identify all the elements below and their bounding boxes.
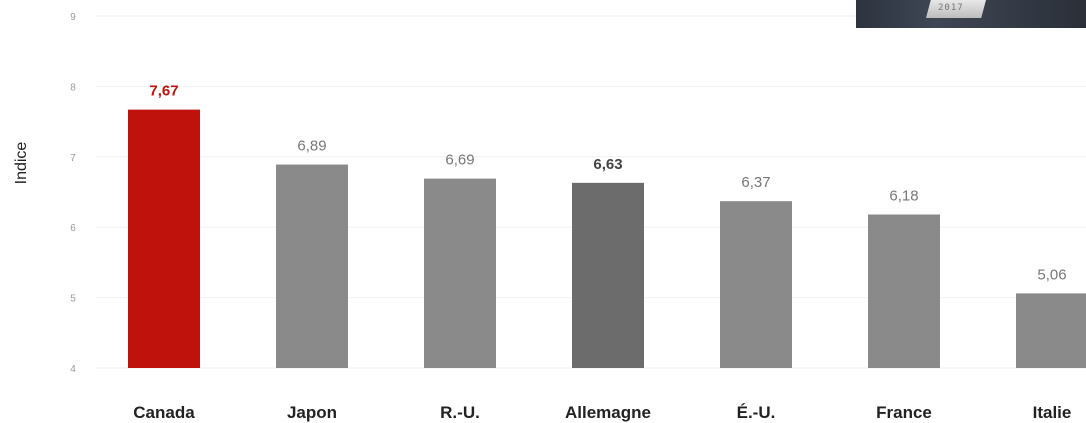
value-label: 6,63: [593, 156, 622, 173]
value-labels: 7,67 6,89 6,69 6,63 6,37 6,18 5,06: [149, 83, 1066, 284]
y-tick-label: 6: [70, 223, 76, 234]
y-tick-label: 4: [70, 364, 76, 375]
x-tick-label: Italie: [1033, 403, 1072, 422]
x-tick-label: É.-U.: [737, 403, 776, 422]
bar: [720, 201, 792, 368]
y-axis-ticks: 4 5 6 7 8 9: [70, 12, 76, 375]
value-label: 7,67: [149, 83, 178, 100]
y-tick-label: 8: [70, 82, 76, 93]
value-label: 6,18: [889, 188, 918, 205]
value-label: 6,69: [445, 152, 474, 169]
y-tick-label: 9: [70, 12, 76, 23]
x-tick-label: France: [876, 403, 932, 422]
x-tick-label: R.-U.: [440, 403, 480, 422]
bar: [128, 109, 200, 368]
value-label: 5,06: [1037, 266, 1066, 283]
bar: [276, 164, 348, 368]
value-label: 6,37: [741, 174, 770, 191]
value-label: 6,89: [297, 138, 326, 155]
y-tick-label: 5: [70, 294, 76, 305]
bar: [868, 214, 940, 368]
x-tick-label: Canada: [133, 403, 195, 422]
cube-shape: [926, 0, 986, 18]
bar: [1016, 293, 1086, 368]
x-axis-labels: Canada Japon R.-U. Allemagne É.-U. France Ital…: [133, 403, 1071, 422]
bar: [572, 182, 644, 368]
bar: [424, 178, 496, 368]
photo-thumbnail: 2017: [856, 0, 1086, 28]
bars: [128, 109, 1086, 368]
y-tick-label: 7: [70, 153, 76, 164]
x-tick-label: Allemagne: [565, 403, 651, 422]
photo-year-text: 2017: [938, 3, 964, 13]
x-tick-label: Japon: [287, 403, 337, 422]
y-axis-label: Indice: [13, 142, 30, 185]
